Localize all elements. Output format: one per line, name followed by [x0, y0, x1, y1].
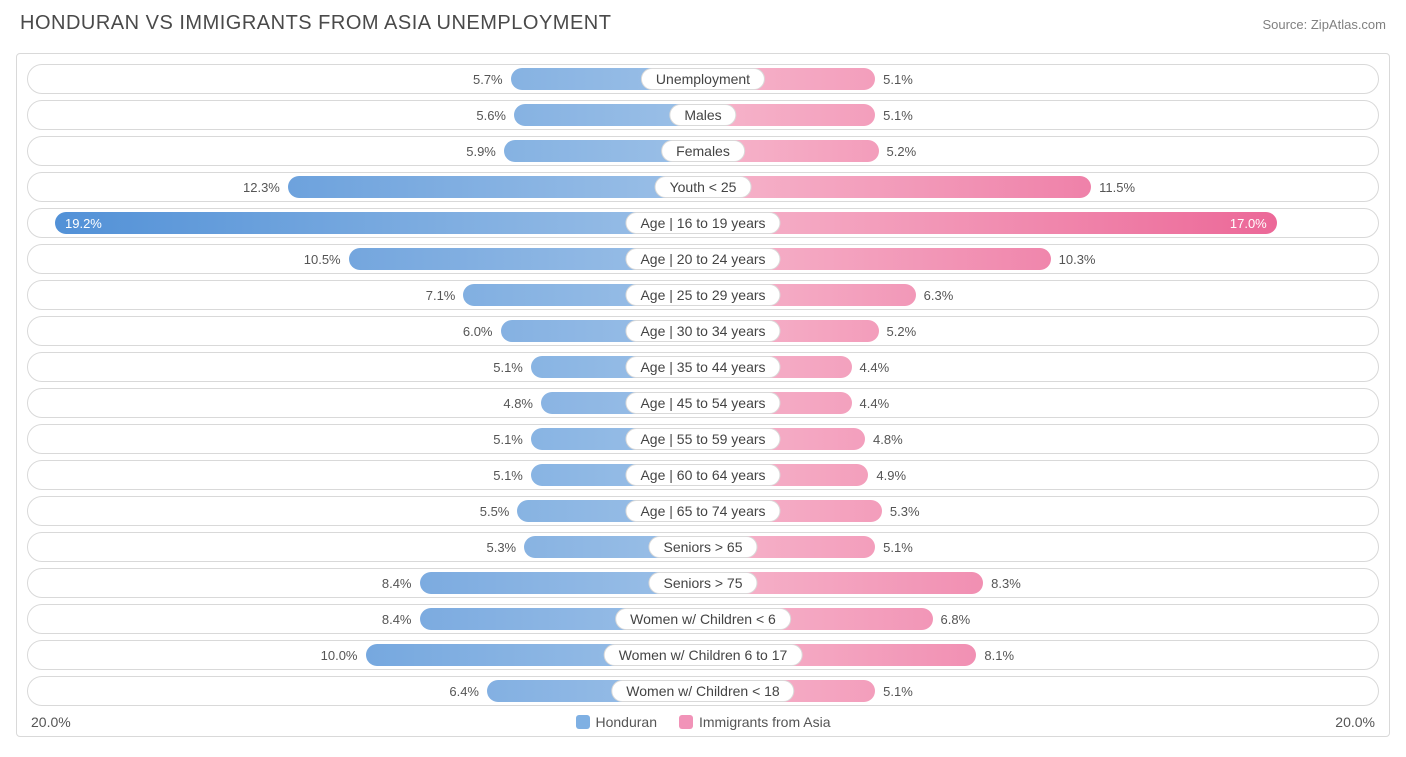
value-right: 6.8%: [933, 605, 979, 633]
legend-item-left: Honduran: [576, 714, 658, 730]
value-left: 5.7%: [465, 65, 511, 93]
chart-row: 5.9% 5.2% Females: [27, 136, 1379, 166]
value-right: 8.3%: [983, 569, 1029, 597]
value-right: 4.9%: [868, 461, 914, 489]
value-left: 5.1%: [485, 353, 531, 381]
category-label: Age | 35 to 44 years: [625, 356, 780, 378]
chart-row: 5.1% 4.4% Age | 35 to 44 years: [27, 352, 1379, 382]
chart-row: 6.4% 5.1% Women w/ Children < 18: [27, 676, 1379, 706]
category-label: Males: [669, 104, 736, 126]
category-label: Age | 55 to 59 years: [625, 428, 780, 450]
category-label: Seniors > 65: [649, 536, 758, 558]
source-prefix: Source:: [1262, 17, 1310, 32]
chart-frame: 5.7% 5.1% Unemployment 5.6% 5.1% Males 5.9% 5.2…: [16, 53, 1390, 737]
chart-row: 7.1% 6.3% Age | 25 to 29 years: [27, 280, 1379, 310]
chart-row: 6.0% 5.2% Age | 30 to 34 years: [27, 316, 1379, 346]
legend-label-right: Immigrants from Asia: [699, 714, 830, 730]
chart-row: 12.3% 11.5% Youth < 25: [27, 172, 1379, 202]
category-label: Age | 16 to 19 years: [625, 212, 780, 234]
value-left: 5.1%: [485, 425, 531, 453]
chart-row: 10.0% 8.1% Women w/ Children 6 to 17: [27, 640, 1379, 670]
chart-row: 10.5% 10.3% Age | 20 to 24 years: [27, 244, 1379, 274]
value-right: 4.8%: [865, 425, 911, 453]
axis-max-left: 20.0%: [31, 714, 71, 730]
value-right: 8.1%: [976, 641, 1022, 669]
value-right: 5.2%: [879, 317, 925, 345]
value-right: 5.1%: [875, 533, 921, 561]
chart-row: 5.6% 5.1% Males: [27, 100, 1379, 130]
chart-row: 8.4% 6.8% Women w/ Children < 6: [27, 604, 1379, 634]
value-right: 4.4%: [852, 353, 898, 381]
category-label: Women w/ Children 6 to 17: [604, 644, 803, 666]
value-left: 5.6%: [468, 101, 514, 129]
header: HONDURAN VS IMMIGRANTS FROM ASIA UNEMPLO…: [16, 12, 1390, 53]
axis-max-right: 20.0%: [1335, 714, 1375, 730]
chart-row: 5.1% 4.9% Age | 60 to 64 years: [27, 460, 1379, 490]
legend-label-left: Honduran: [596, 714, 658, 730]
bar-right: [703, 176, 1091, 198]
chart-row: 8.4% 8.3% Seniors > 75: [27, 568, 1379, 598]
value-left: 4.8%: [495, 389, 541, 417]
value-right: 6.3%: [916, 281, 962, 309]
legend-item-right: Immigrants from Asia: [679, 714, 830, 730]
category-label: Unemployment: [641, 68, 765, 90]
value-left: 6.4%: [441, 677, 487, 705]
category-label: Women w/ Children < 18: [611, 680, 794, 702]
chart-rows: 5.7% 5.1% Unemployment 5.6% 5.1% Males 5.9% 5.2…: [27, 64, 1379, 706]
chart-row: 5.7% 5.1% Unemployment: [27, 64, 1379, 94]
chart-row: 5.3% 5.1% Seniors > 65: [27, 532, 1379, 562]
category-label: Age | 30 to 34 years: [625, 320, 780, 342]
chart-row: 5.5% 5.3% Age | 65 to 74 years: [27, 496, 1379, 526]
value-left: 7.1%: [418, 281, 464, 309]
value-right: 10.3%: [1051, 245, 1104, 273]
bar-left: [288, 176, 703, 198]
value-left: 8.4%: [374, 605, 420, 633]
legend-swatch-icon: [576, 715, 590, 729]
category-label: Age | 25 to 29 years: [625, 284, 780, 306]
legend-swatch-icon: [679, 715, 693, 729]
value-left: 6.0%: [455, 317, 501, 345]
value-right: 11.5%: [1091, 173, 1143, 201]
value-right: 5.1%: [875, 677, 921, 705]
value-right: 5.1%: [875, 101, 921, 129]
source-credit: Source: ZipAtlas.com: [1262, 17, 1386, 32]
category-label: Women w/ Children < 6: [615, 608, 791, 630]
value-left: 19.2%: [65, 216, 102, 231]
chart-row: 5.1% 4.8% Age | 55 to 59 years: [27, 424, 1379, 454]
legend: Honduran Immigrants from Asia: [576, 714, 831, 730]
value-left: 5.3%: [478, 533, 524, 561]
chart-row: 4.8% 4.4% Age | 45 to 54 years: [27, 388, 1379, 418]
category-label: Females: [661, 140, 745, 162]
value-left: 8.4%: [374, 569, 420, 597]
bar-right: 17.0%: [703, 212, 1277, 234]
category-label: Age | 20 to 24 years: [625, 248, 780, 270]
source-name: ZipAtlas.com: [1311, 17, 1386, 32]
value-left: 12.3%: [235, 173, 288, 201]
category-label: Age | 60 to 64 years: [625, 464, 780, 486]
value-left: 5.1%: [485, 461, 531, 489]
value-left: 5.5%: [472, 497, 518, 525]
value-left: 10.0%: [313, 641, 366, 669]
value-right: 4.4%: [852, 389, 898, 417]
value-left: 10.5%: [296, 245, 349, 273]
chart-container: HONDURAN VS IMMIGRANTS FROM ASIA UNEMPLO…: [0, 0, 1406, 749]
category-label: Seniors > 75: [649, 572, 758, 594]
value-right: 5.3%: [882, 497, 928, 525]
value-right: 5.1%: [875, 65, 921, 93]
bar-left: 19.2%: [55, 212, 703, 234]
chart-row: 19.2% 17.0% Age | 16 to 19 years: [27, 208, 1379, 238]
chart-title: HONDURAN VS IMMIGRANTS FROM ASIA UNEMPLO…: [20, 12, 611, 35]
value-left: 5.9%: [458, 137, 504, 165]
category-label: Age | 65 to 74 years: [625, 500, 780, 522]
category-label: Youth < 25: [655, 176, 752, 198]
value-right: 17.0%: [1230, 216, 1267, 231]
value-right: 5.2%: [879, 137, 925, 165]
category-label: Age | 45 to 54 years: [625, 392, 780, 414]
chart-footer: 20.0% Honduran Immigrants from Asia 20.0…: [27, 706, 1379, 732]
